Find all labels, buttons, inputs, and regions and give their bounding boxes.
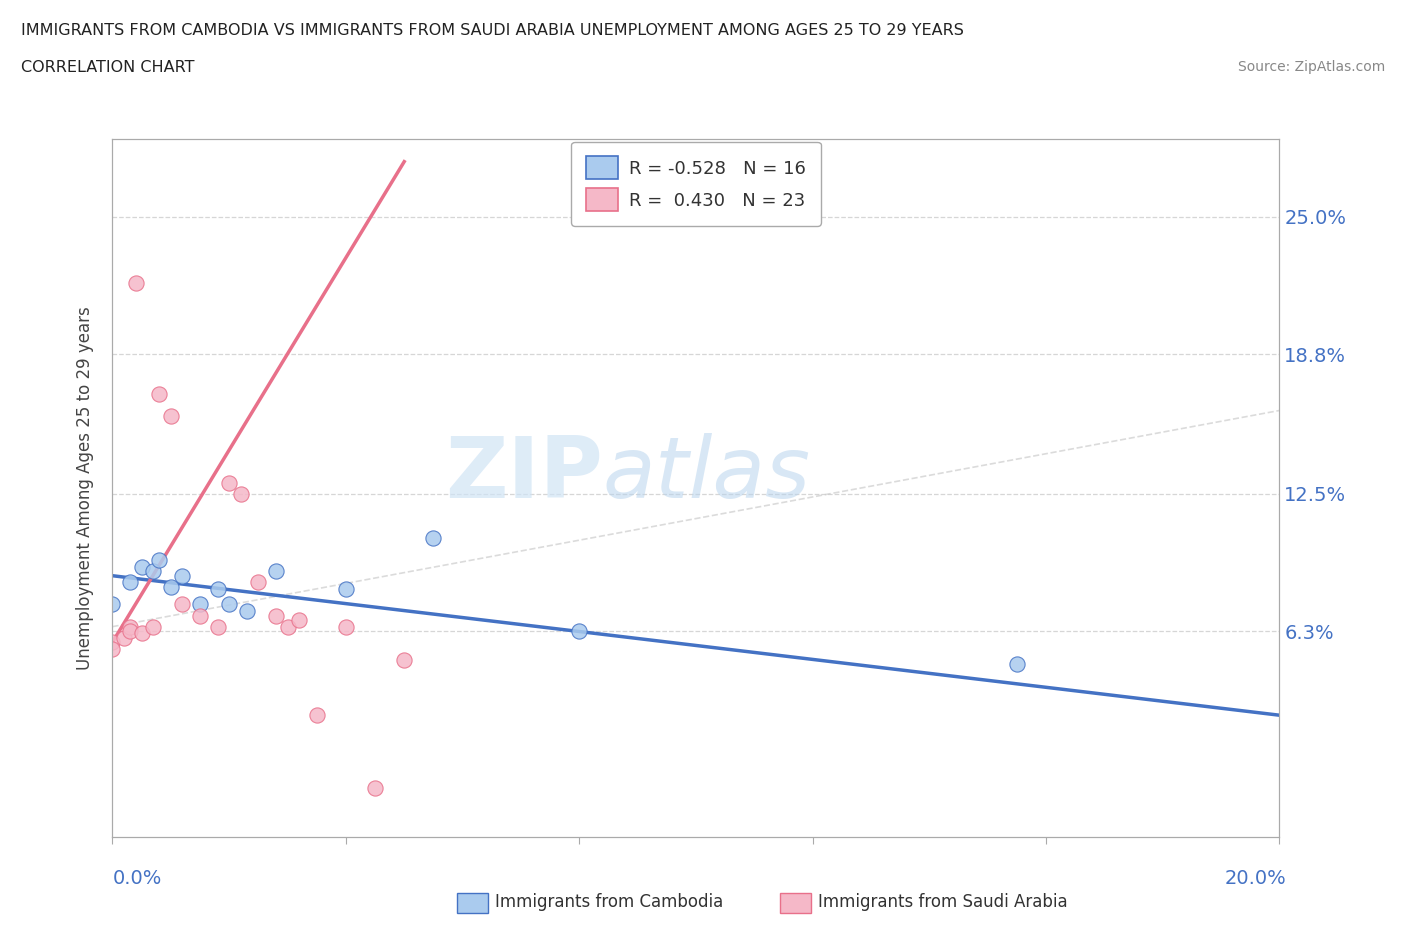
Point [118, 624, 141, 639]
Point [118, 575, 141, 590]
Text: Immigrants from Saudi Arabia: Immigrants from Saudi Arabia [818, 893, 1069, 911]
Point [172, 568, 194, 583]
Point [101, 597, 124, 612]
Point [276, 619, 298, 634]
Point [229, 486, 252, 501]
Point [288, 613, 311, 628]
Point [188, 597, 211, 612]
Point [101, 642, 124, 657]
Text: 20.0%: 20.0% [1225, 870, 1286, 888]
Point [131, 560, 153, 575]
Text: ZIP: ZIP [444, 432, 603, 516]
Point [142, 619, 165, 634]
Point [148, 552, 170, 567]
Point [422, 531, 444, 546]
Point [160, 409, 183, 424]
Point [1005, 657, 1028, 671]
Point [160, 579, 183, 594]
Point [392, 653, 416, 668]
Point [207, 619, 229, 634]
Point [335, 581, 357, 596]
Point [364, 781, 387, 796]
Point [305, 708, 328, 723]
Text: IMMIGRANTS FROM CAMBODIA VS IMMIGRANTS FROM SAUDI ARABIA UNEMPLOYMENT AMONG AGES: IMMIGRANTS FROM CAMBODIA VS IMMIGRANTS F… [21, 23, 965, 38]
Point [101, 634, 124, 649]
Point [125, 276, 148, 291]
Y-axis label: Unemployment Among Ages 25 to 29 years: Unemployment Among Ages 25 to 29 years [76, 306, 94, 671]
Point [188, 608, 211, 623]
Point [207, 581, 229, 596]
Point [218, 475, 240, 490]
Text: atlas: atlas [603, 432, 811, 516]
Point [235, 604, 257, 618]
Point [172, 597, 194, 612]
Text: Immigrants from Cambodia: Immigrants from Cambodia [495, 893, 723, 911]
Point [112, 631, 135, 645]
Text: 0.0%: 0.0% [112, 870, 162, 888]
Point [142, 564, 165, 578]
Legend: R = -0.528   N = 16, R =  0.430   N = 23: R = -0.528 N = 16, R = 0.430 N = 23 [571, 141, 821, 226]
Text: Source: ZipAtlas.com: Source: ZipAtlas.com [1237, 60, 1385, 74]
Point [247, 575, 270, 590]
Point [148, 387, 170, 402]
Text: CORRELATION CHART: CORRELATION CHART [21, 60, 194, 75]
Point [131, 626, 153, 641]
Point [335, 619, 357, 634]
Point [568, 624, 591, 639]
Point [264, 564, 287, 578]
Point [118, 619, 141, 634]
Point [218, 597, 240, 612]
Point [264, 608, 287, 623]
